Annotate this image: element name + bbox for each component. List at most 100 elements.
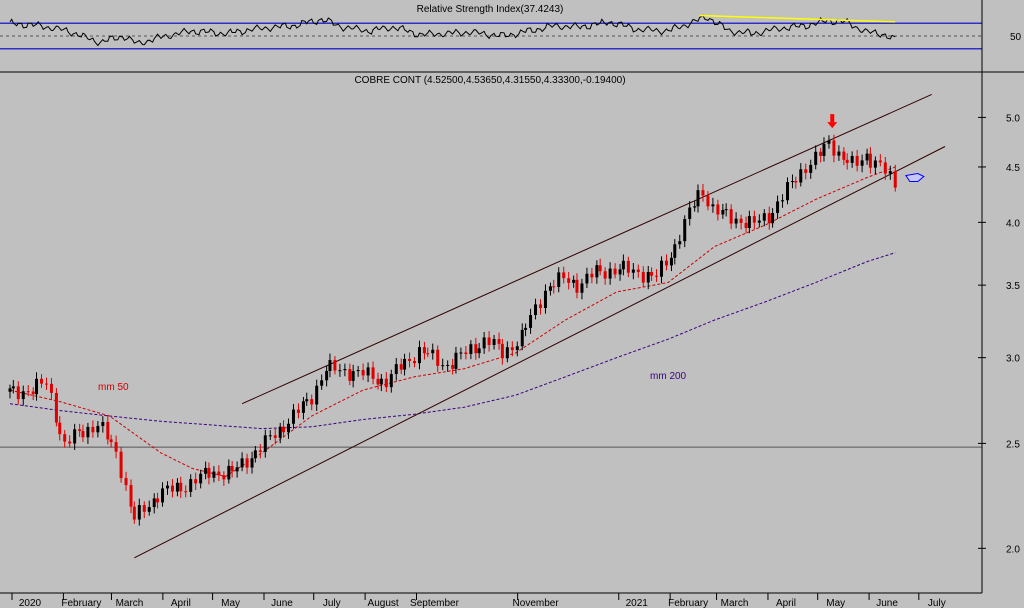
price-candle-body [291, 409, 295, 424]
price-candle-body [179, 482, 183, 492]
price-candle-body [338, 370, 342, 372]
price-candle-body [132, 506, 136, 520]
price-candle-body [194, 479, 198, 484]
hand-shape [904, 173, 925, 183]
price-candle-body [799, 169, 803, 183]
price-candle-body [31, 391, 35, 395]
pointing-hand-icon [904, 173, 925, 183]
price-candle-body [505, 347, 509, 359]
price-candle-body [124, 478, 128, 486]
price-candle-body [724, 209, 728, 211]
price-candle-body [333, 360, 337, 371]
price-candle-body [575, 279, 579, 293]
price-candle-body [161, 488, 165, 503]
price-candle-body [664, 260, 668, 266]
price-candle-body [711, 204, 715, 207]
price-candle-body [371, 367, 375, 379]
price-candle-body [320, 380, 324, 386]
price-candle-body [618, 269, 622, 275]
price-candle-body [893, 171, 897, 188]
price-candle-body [296, 409, 300, 413]
price-candle-body [389, 374, 393, 388]
x-tick-label: April [171, 598, 191, 608]
price-candle-body [278, 426, 282, 438]
price-candle-body [626, 260, 630, 273]
price-candle-body [786, 182, 790, 201]
price-candle-body [850, 155, 854, 163]
price-candle-body [497, 339, 501, 344]
price-candle-body [351, 371, 355, 381]
price-candle-body [572, 279, 576, 283]
price-candle-body [366, 367, 370, 376]
price-candle-body [744, 222, 748, 229]
price-candle-body [253, 450, 257, 459]
price-candle-body [739, 218, 743, 223]
price-candle-body [873, 160, 877, 168]
price-candle-body [794, 181, 798, 183]
y-tick-label: 2.0 [1006, 544, 1020, 555]
price-candle-body [39, 378, 43, 384]
price-candle-body [403, 358, 407, 370]
price-candle-body [809, 164, 813, 173]
ma50-line [9, 166, 896, 478]
price-candle-body [175, 482, 179, 492]
y-tick-label: 5.0 [1006, 113, 1020, 124]
y-axis: 2.0 2.5 3.0 3.5 4.0 4.5 5.0 [978, 0, 1020, 593]
price-candle-body [217, 471, 221, 476]
price-candle-body [752, 216, 756, 223]
x-tick-label: 2020 [19, 598, 42, 608]
price-candle-body [650, 271, 654, 276]
price-candle-body [8, 388, 12, 392]
channel-lower-line [134, 146, 946, 559]
price-candle-body [845, 159, 849, 163]
price-candle-body [487, 337, 491, 345]
price-candle-body [822, 143, 826, 156]
price-candle-body [842, 151, 846, 160]
price-candle-body [379, 378, 383, 385]
price-candle-body [865, 153, 869, 161]
y-tick-label: 4.0 [1006, 218, 1020, 229]
price-candle-body [538, 304, 542, 309]
price-candle-body [832, 140, 836, 156]
price-candle-body [520, 329, 524, 347]
price-candle-body [706, 195, 710, 207]
price-candle-body [883, 162, 887, 174]
price-candle-body [660, 260, 664, 277]
x-tick-label: September [410, 598, 460, 608]
price-candle-body [54, 392, 58, 423]
price-candle-body [580, 283, 584, 293]
price-candle-body [408, 358, 412, 361]
price-candle-body [590, 273, 594, 278]
price-candle-body [147, 507, 151, 512]
price-candle-body [543, 290, 547, 309]
price-candle-body [855, 155, 859, 166]
price-candle-body [860, 160, 864, 166]
x-axis: 2020 February March April May June July August S… [0, 592, 982, 608]
price-candle-body [184, 491, 188, 493]
price-candle-body [152, 498, 156, 508]
price-panel: COBRE CONT (4.52500,4.53650,4.31550,4.33… [0, 75, 982, 559]
price-candle-body [781, 200, 785, 202]
price-candle-body [417, 347, 421, 364]
price-candle-body [287, 423, 291, 433]
price-candle-body [207, 467, 211, 478]
x-tick-label: May [221, 598, 240, 608]
x-tick-label: June [876, 598, 898, 608]
price-candle-body [16, 386, 20, 400]
price-candle-body [701, 190, 705, 196]
price-candle-body [356, 369, 360, 372]
price-candle-body [86, 426, 90, 438]
price-candle-body [552, 286, 556, 288]
price-candle-body [11, 386, 15, 389]
price-candle-body [109, 439, 113, 443]
x-tick-label: February [668, 598, 708, 608]
price-candle-body [678, 241, 682, 245]
x-tick-label: July [323, 598, 341, 608]
price-candle-body [44, 383, 48, 385]
price-candle-body [227, 465, 231, 480]
price-candle-body [199, 473, 203, 484]
rsi-tick-label: 50 [1010, 32, 1022, 43]
price-candle-body [282, 426, 286, 433]
price-candle-body [716, 204, 720, 215]
price-candle-body [477, 348, 481, 354]
